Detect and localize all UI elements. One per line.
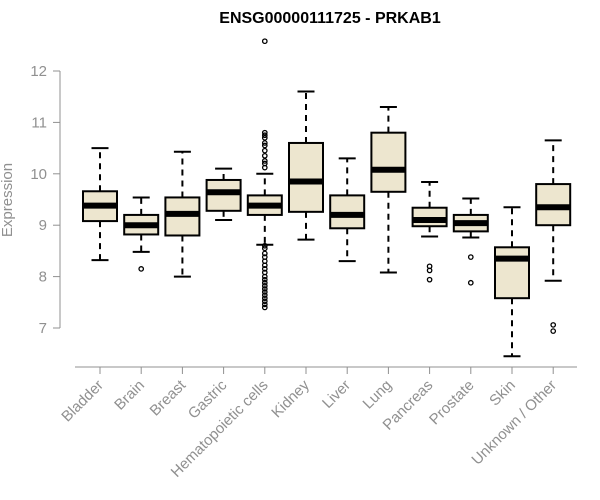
box-pancreas [411, 181, 448, 283]
x-tick-label: Brain [111, 377, 148, 414]
x-tick-label: Kidney [268, 376, 313, 421]
outlier-point [261, 289, 268, 295]
x-tick-label: Skin [486, 377, 519, 410]
outlier-point [261, 266, 268, 272]
y-tick-label: 11 [31, 114, 47, 131]
y-axis-label: Expression [0, 163, 16, 237]
box-liver [329, 157, 366, 263]
y-tick-label: 8 [39, 269, 47, 286]
y-ticks: 7 8 9 10 11 12 [30, 63, 60, 337]
boxes [82, 38, 572, 358]
iqr-box [494, 246, 530, 300]
outlier-point [261, 140, 268, 146]
chart-title: ENSG00000111725 - PRKAB1 [219, 10, 441, 27]
outlier-point [261, 147, 268, 154]
box-gastric [205, 167, 242, 222]
box-breast [164, 150, 201, 278]
iqr-box [411, 206, 448, 228]
outlier-point [261, 262, 268, 269]
outlier-point [261, 129, 268, 136]
box-kidney [288, 90, 324, 241]
outlier-point [261, 286, 268, 292]
outlier-point [467, 279, 474, 286]
iqr-box [288, 141, 324, 213]
y-tick-label: 12 [30, 63, 47, 80]
outlier-point [261, 132, 268, 139]
outlier-point [550, 322, 557, 328]
outlier-point [261, 273, 268, 280]
outlier-point [138, 266, 145, 272]
outlier-point [426, 276, 433, 283]
outlier-point [261, 276, 268, 283]
box-lung [370, 105, 407, 274]
outlier-point [261, 152, 268, 159]
x-tick-label: Liver [319, 377, 354, 412]
outlier-point [261, 134, 268, 141]
x-tick-label: Lung [360, 377, 396, 413]
iqr-box [329, 194, 366, 230]
outlier-point [261, 250, 268, 257]
outlier-point [261, 158, 268, 164]
iqr-box [205, 178, 242, 212]
outlier-point [550, 328, 557, 334]
y-tick-label: 7 [39, 320, 47, 337]
y-tick-label: 9 [39, 217, 47, 234]
outlier-point [261, 164, 268, 171]
box-hematopoietic-cells [246, 38, 283, 311]
y-tick-label: 10 [30, 166, 47, 183]
outlier-point [261, 245, 268, 252]
x-tick-label: Breast [147, 376, 190, 419]
outlier-point [261, 142, 268, 149]
outlier-point [261, 295, 268, 302]
x-tick-label: Bladder [58, 377, 107, 426]
outlier-point [426, 267, 433, 274]
box-bladder [82, 147, 118, 262]
outlier-point [261, 301, 268, 308]
box-prostate [452, 197, 489, 286]
outlier-point [261, 292, 268, 298]
outlier-point [261, 38, 268, 45]
x-tick-label: Prostate [426, 377, 478, 429]
outlier-point [261, 279, 268, 286]
outlier-point [261, 283, 268, 289]
outlier-point [261, 304, 268, 311]
box-skin [494, 206, 530, 358]
box-brain [123, 196, 160, 272]
box-unknown-other [535, 139, 572, 334]
outlier-point [261, 242, 268, 249]
iqr-box [370, 131, 407, 193]
outlier-point [467, 254, 474, 260]
outlier-point [261, 298, 268, 305]
